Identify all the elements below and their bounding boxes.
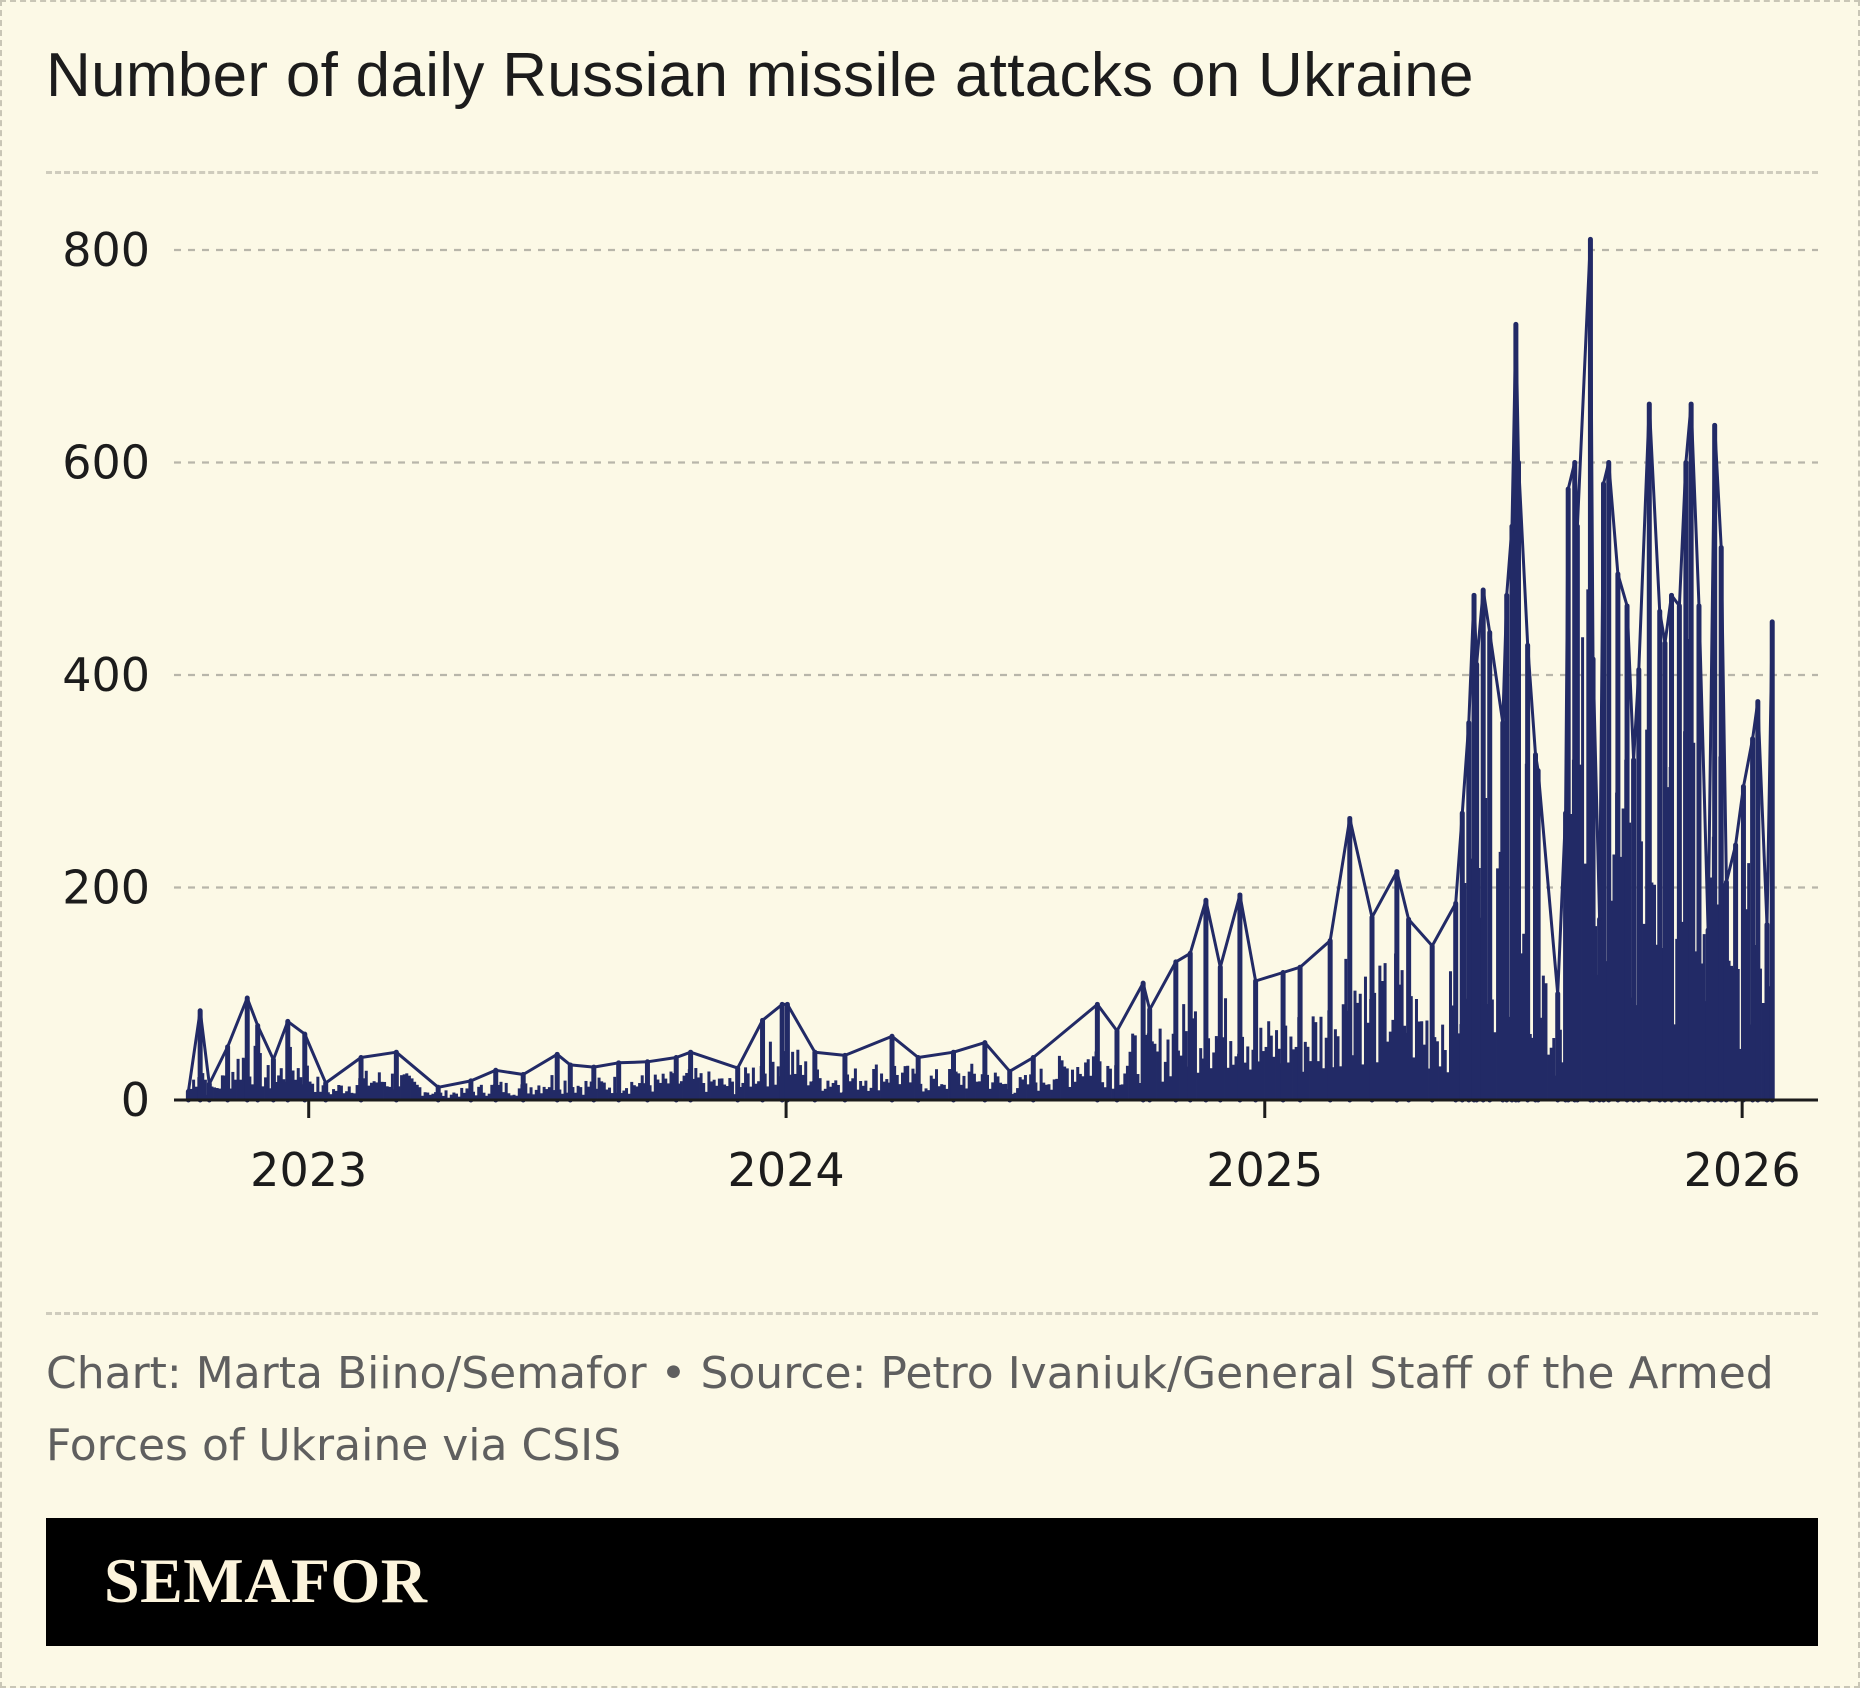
series-line [186,237,1774,1092]
y-tick-label: 200 [62,861,150,915]
top-divider [46,171,1818,174]
x-tick-label: 2024 [728,1143,845,1197]
x-axis-ticks: 2023 2024 2025 2026 [250,1100,1801,1197]
y-tick-label: 0 [121,1073,150,1127]
semafor-logo: SEMAFOR [104,1545,428,1616]
chart-title: Number of daily Russian missile attacks … [46,41,1474,110]
series-outline [186,237,1774,1092]
y-tick-label: 400 [62,648,150,702]
gridlines [174,248,1818,889]
bottom-divider [46,1312,1818,1315]
x-tick-label: 2025 [1206,1143,1323,1197]
y-tick-label: 600 [62,436,150,490]
source-credit: Chart: Marta Biino/Semafor • Source: Pet… [46,1348,1774,1471]
y-tick-label: 800 [62,223,150,277]
brand-bar: SEMAFOR [46,1518,1818,1646]
series-bars [185,236,1775,1103]
y-axis-ticks: 0 200 400 600 800 [62,223,150,1127]
chart-svg: 0 200 400 600 800 2023 2024 2025 2026 [62,223,1818,1197]
x-tick-label: 2026 [1684,1143,1801,1197]
x-tick-label: 2023 [250,1143,367,1197]
